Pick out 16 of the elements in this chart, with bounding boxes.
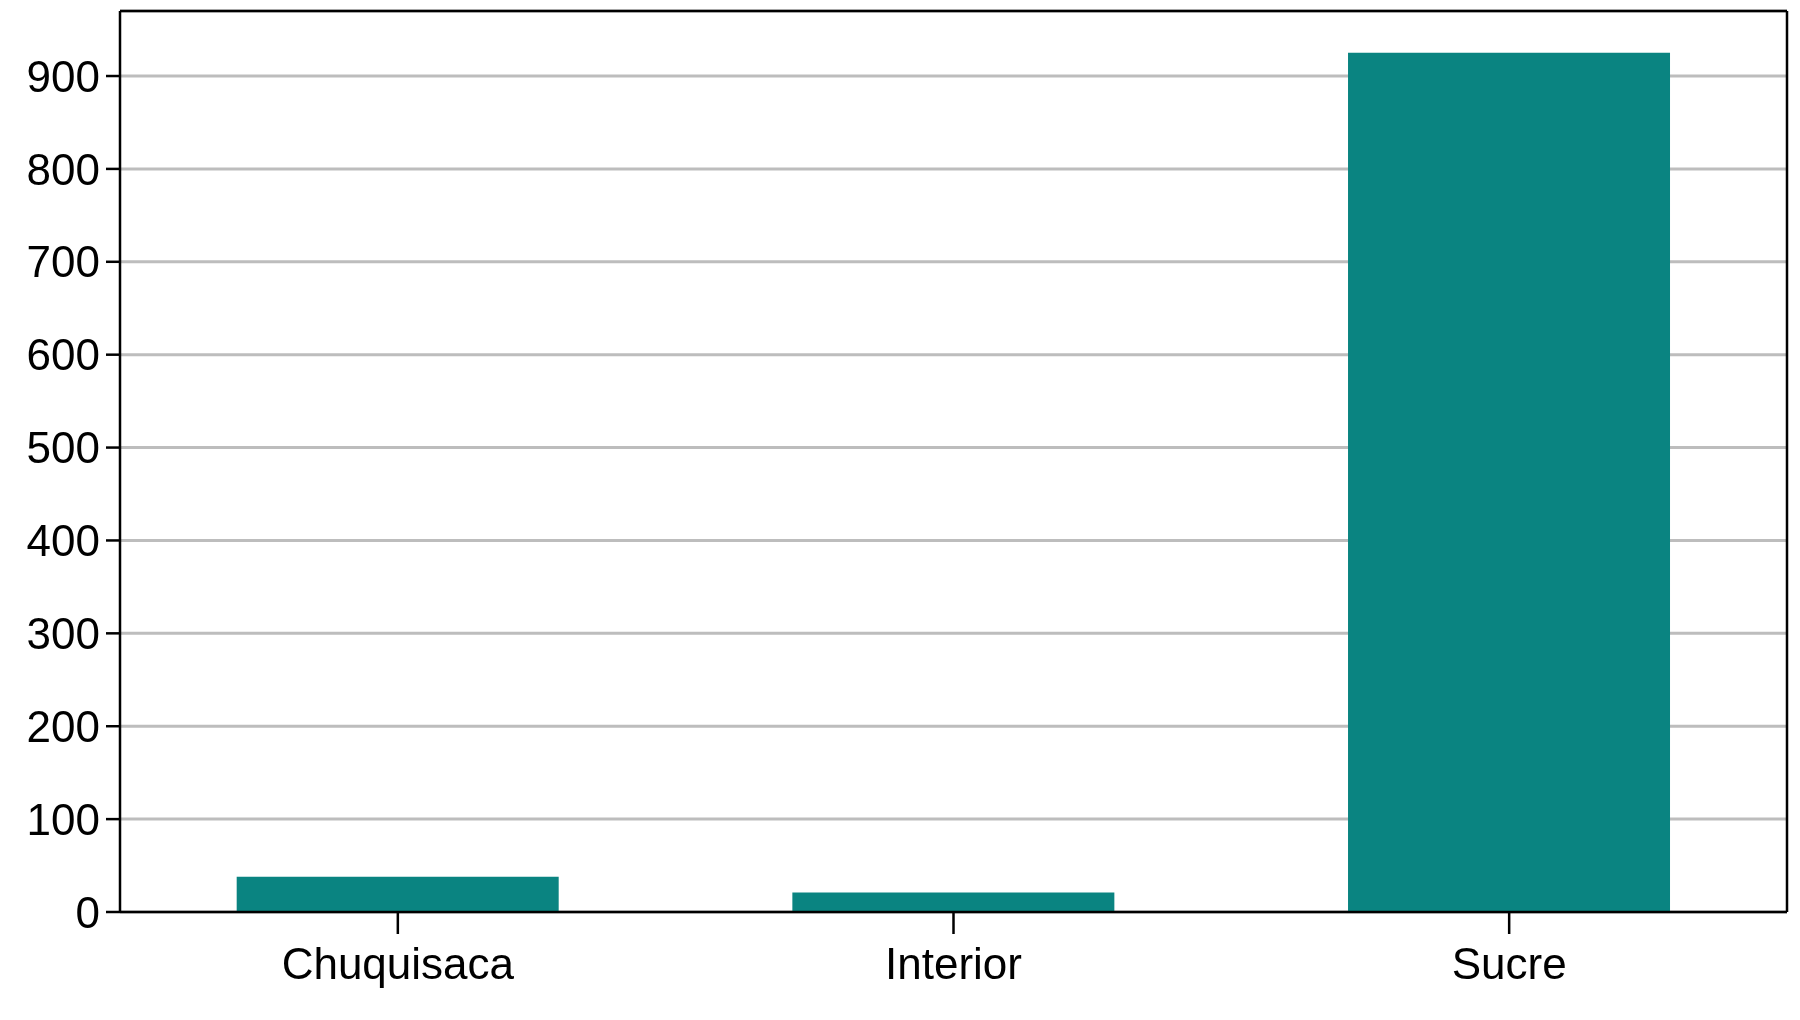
x-tick-label: Sucre bbox=[1451, 939, 1567, 989]
y-tick-label: 500 bbox=[26, 423, 100, 473]
y-tick-label: 700 bbox=[26, 237, 100, 287]
x-tick-label: Chuquisaca bbox=[281, 939, 515, 989]
y-tick-label: 800 bbox=[26, 144, 100, 194]
bar bbox=[792, 892, 1115, 912]
bar bbox=[236, 876, 559, 912]
y-tick-label: 0 bbox=[75, 887, 100, 937]
y-tick-label: 900 bbox=[26, 51, 100, 101]
y-tick-label: 600 bbox=[26, 330, 100, 380]
bar bbox=[1348, 52, 1671, 912]
x-tick-label: Interior bbox=[885, 939, 1022, 989]
y-tick-label: 400 bbox=[26, 516, 100, 566]
y-tick-label: 300 bbox=[26, 608, 100, 658]
y-tick-label: 100 bbox=[26, 794, 100, 844]
y-tick-label: 200 bbox=[26, 701, 100, 751]
